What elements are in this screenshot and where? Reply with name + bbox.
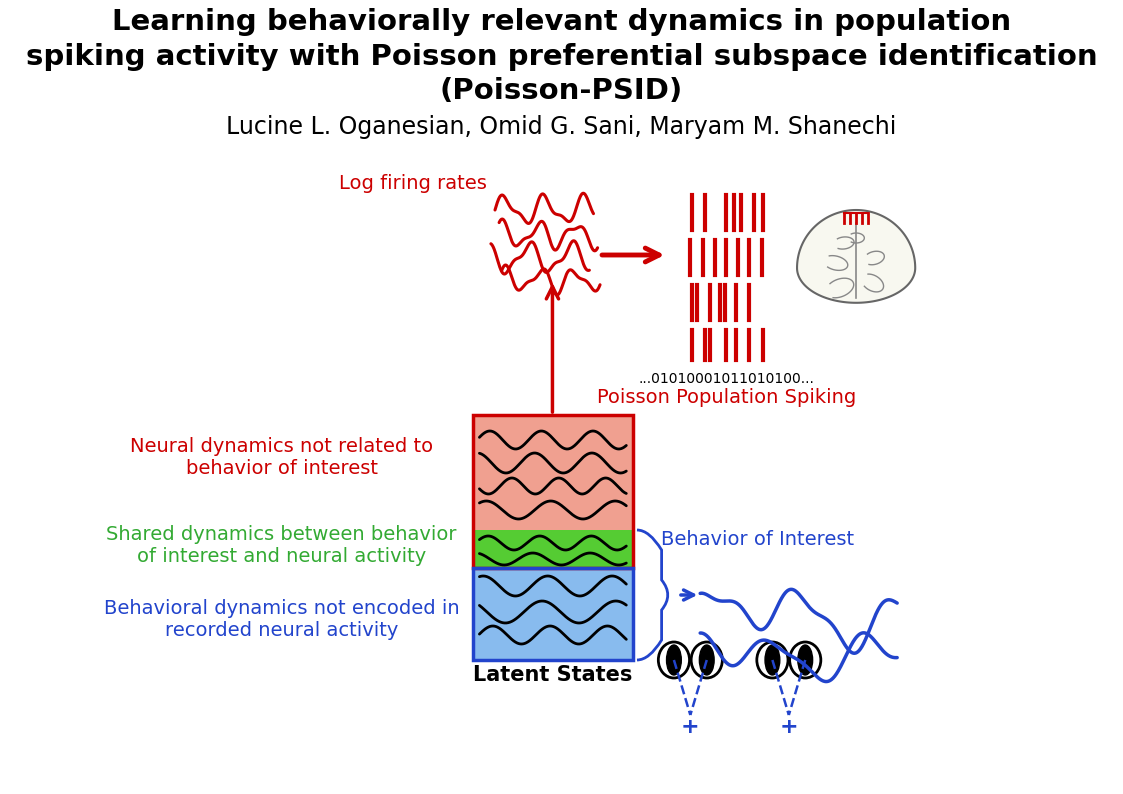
Text: Behavioral dynamics not encoded in
recorded neural activity: Behavioral dynamics not encoded in recor… [103,599,459,641]
Text: Learning behaviorally relevant dynamics in population
spiking activity with Pois: Learning behaviorally relevant dynamics … [26,8,1097,105]
Bar [473,415,633,530]
Text: +: + [681,717,700,737]
Ellipse shape [667,645,682,675]
Bar [473,530,633,568]
Ellipse shape [658,642,690,678]
Text: Shared dynamics between behavior
of interest and neural activity: Shared dynamics between behavior of inte… [107,525,457,565]
Text: Log firing rates: Log firing rates [339,174,486,193]
Text: Poisson Population Spiking: Poisson Population Spiking [596,388,856,407]
Text: Latent States: Latent States [473,665,632,685]
Text: Behavior of Interest: Behavior of Interest [661,530,855,549]
Polygon shape [797,210,915,303]
Ellipse shape [757,642,788,678]
Bar [473,568,633,660]
Text: Neural dynamics not related to
behavior of interest: Neural dynamics not related to behavior … [130,437,433,479]
Text: +: + [779,717,798,737]
Ellipse shape [765,645,779,675]
Ellipse shape [797,645,813,675]
Text: ...01010001011010100...: ...01010001011010100... [639,372,814,386]
Ellipse shape [691,642,722,678]
Bar [473,568,633,660]
Text: Lucine L. Oganesian, Omid G. Sani, Maryam M. Shanechi: Lucine L. Oganesian, Omid G. Sani, Marya… [227,115,896,139]
Bar [473,415,633,568]
Ellipse shape [700,645,714,675]
Ellipse shape [789,642,821,678]
